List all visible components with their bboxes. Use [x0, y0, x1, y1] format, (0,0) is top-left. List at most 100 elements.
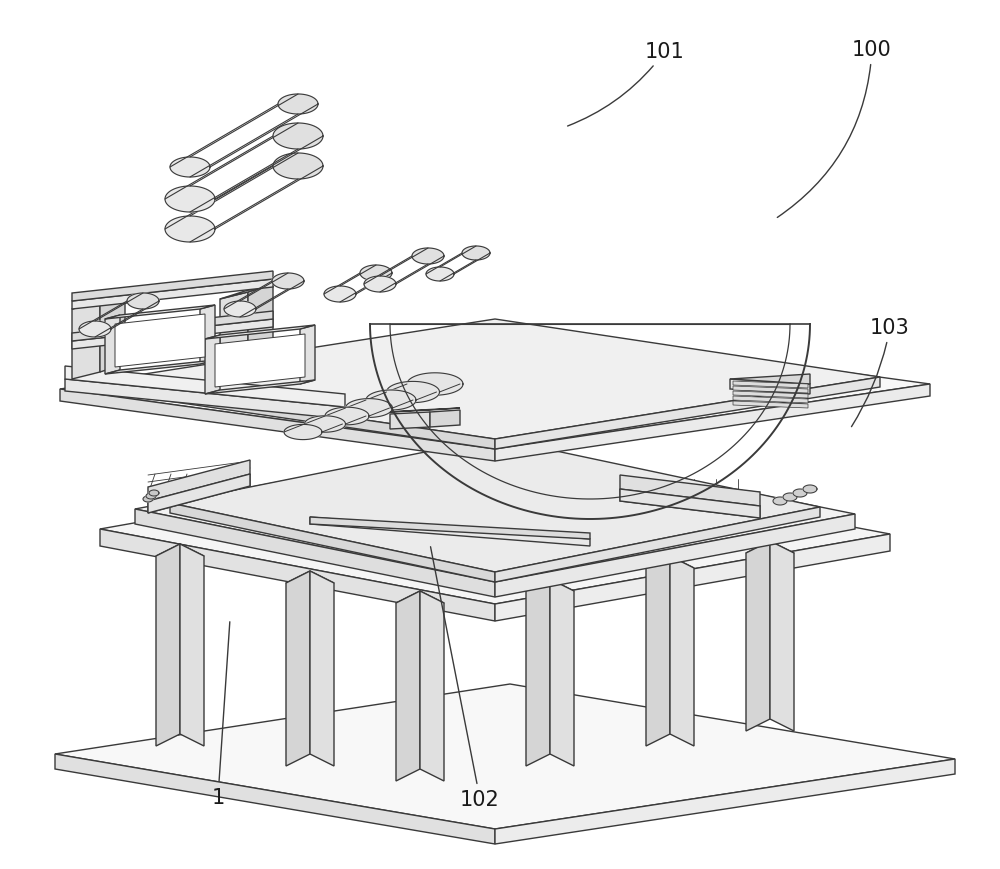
Polygon shape — [205, 335, 220, 395]
Polygon shape — [272, 274, 304, 289]
Polygon shape — [156, 544, 204, 568]
Polygon shape — [430, 410, 460, 428]
Polygon shape — [200, 306, 215, 365]
Polygon shape — [72, 295, 125, 309]
Polygon shape — [286, 571, 334, 595]
Polygon shape — [783, 494, 797, 501]
Polygon shape — [620, 489, 760, 519]
Polygon shape — [135, 441, 855, 582]
Polygon shape — [730, 380, 810, 395]
Polygon shape — [143, 496, 153, 502]
Polygon shape — [390, 413, 430, 429]
Polygon shape — [224, 302, 256, 318]
Polygon shape — [495, 534, 890, 621]
Polygon shape — [495, 760, 955, 844]
Polygon shape — [746, 541, 770, 731]
Polygon shape — [495, 377, 880, 449]
Polygon shape — [105, 361, 215, 375]
Polygon shape — [55, 684, 955, 829]
Polygon shape — [733, 392, 808, 399]
Polygon shape — [273, 154, 323, 180]
Polygon shape — [733, 381, 808, 388]
Polygon shape — [733, 401, 808, 408]
Polygon shape — [550, 580, 574, 766]
Polygon shape — [646, 556, 670, 746]
Polygon shape — [170, 439, 820, 573]
Polygon shape — [100, 529, 495, 621]
Polygon shape — [310, 517, 590, 547]
Polygon shape — [495, 507, 820, 582]
Text: 100: 100 — [777, 40, 892, 218]
Polygon shape — [278, 95, 318, 115]
Polygon shape — [324, 287, 356, 302]
Polygon shape — [105, 315, 120, 375]
Polygon shape — [180, 544, 204, 746]
Polygon shape — [220, 293, 248, 369]
Polygon shape — [746, 541, 794, 566]
Polygon shape — [286, 571, 310, 766]
Polygon shape — [72, 280, 273, 309]
Polygon shape — [396, 591, 420, 781]
Polygon shape — [72, 302, 100, 380]
Polygon shape — [165, 216, 215, 242]
Polygon shape — [248, 285, 273, 362]
Polygon shape — [793, 489, 807, 497]
Polygon shape — [205, 381, 315, 395]
Polygon shape — [220, 285, 273, 300]
Polygon shape — [495, 514, 855, 597]
Polygon shape — [156, 544, 180, 746]
Text: 1: 1 — [211, 622, 230, 807]
Polygon shape — [284, 425, 322, 440]
Polygon shape — [65, 380, 345, 420]
Polygon shape — [733, 387, 808, 394]
Polygon shape — [127, 294, 159, 309]
Polygon shape — [65, 367, 345, 408]
Polygon shape — [170, 503, 495, 582]
Polygon shape — [72, 312, 273, 342]
Polygon shape — [148, 474, 250, 514]
Polygon shape — [733, 396, 808, 403]
Polygon shape — [215, 335, 305, 388]
Polygon shape — [60, 389, 495, 461]
Polygon shape — [360, 266, 392, 282]
Polygon shape — [646, 556, 694, 580]
Polygon shape — [148, 474, 250, 514]
Polygon shape — [165, 187, 215, 213]
Polygon shape — [325, 408, 369, 425]
Polygon shape — [170, 158, 210, 178]
Polygon shape — [620, 475, 760, 507]
Polygon shape — [412, 249, 444, 265]
Polygon shape — [60, 325, 930, 449]
Polygon shape — [462, 247, 490, 261]
Polygon shape — [100, 295, 125, 373]
Polygon shape — [100, 460, 890, 604]
Polygon shape — [396, 591, 444, 615]
Polygon shape — [146, 494, 156, 500]
Polygon shape — [148, 461, 250, 501]
Polygon shape — [310, 517, 590, 540]
Polygon shape — [526, 580, 574, 603]
Text: 103: 103 — [851, 318, 910, 428]
Polygon shape — [366, 390, 416, 410]
Polygon shape — [310, 571, 334, 766]
Polygon shape — [305, 416, 346, 433]
Polygon shape — [390, 408, 460, 413]
Polygon shape — [495, 385, 930, 461]
Text: 102: 102 — [431, 547, 500, 809]
Polygon shape — [407, 374, 463, 395]
Polygon shape — [364, 276, 396, 293]
Polygon shape — [72, 320, 273, 349]
Polygon shape — [115, 315, 205, 368]
Polygon shape — [300, 326, 315, 385]
Polygon shape — [426, 268, 454, 282]
Polygon shape — [105, 306, 215, 320]
Polygon shape — [670, 556, 694, 746]
Polygon shape — [526, 580, 550, 766]
Polygon shape — [100, 381, 495, 449]
Polygon shape — [770, 541, 794, 731]
Polygon shape — [730, 375, 810, 385]
Polygon shape — [135, 509, 495, 597]
Polygon shape — [55, 754, 495, 844]
Polygon shape — [773, 497, 787, 506]
Polygon shape — [387, 382, 440, 403]
